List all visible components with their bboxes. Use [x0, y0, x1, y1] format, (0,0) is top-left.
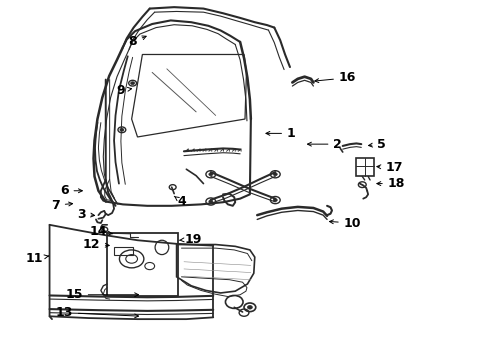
Text: 1: 1 — [266, 127, 296, 140]
Text: 16: 16 — [315, 71, 356, 84]
Text: 9: 9 — [116, 84, 131, 97]
Bar — [107, 233, 178, 296]
Text: 2: 2 — [308, 138, 342, 150]
Circle shape — [273, 173, 277, 176]
Circle shape — [209, 200, 213, 203]
Text: 12: 12 — [82, 238, 109, 251]
Circle shape — [131, 82, 135, 85]
Text: 11: 11 — [25, 252, 49, 265]
Text: 13: 13 — [55, 306, 139, 319]
Text: 18: 18 — [377, 177, 405, 190]
Circle shape — [247, 306, 252, 309]
Text: 6: 6 — [60, 184, 82, 197]
Text: 7: 7 — [51, 199, 73, 212]
Text: 4: 4 — [174, 195, 186, 208]
Text: 8: 8 — [128, 35, 146, 49]
Text: 14: 14 — [90, 225, 113, 238]
Bar — [114, 247, 133, 255]
Circle shape — [209, 173, 213, 176]
Circle shape — [273, 199, 277, 202]
Text: 17: 17 — [377, 161, 403, 174]
Circle shape — [120, 129, 124, 131]
Text: 10: 10 — [329, 216, 361, 230]
Bar — [356, 158, 373, 176]
Text: 19: 19 — [179, 233, 202, 246]
Text: 15: 15 — [65, 288, 139, 301]
Text: 3: 3 — [77, 208, 95, 221]
Text: 5: 5 — [368, 138, 386, 150]
